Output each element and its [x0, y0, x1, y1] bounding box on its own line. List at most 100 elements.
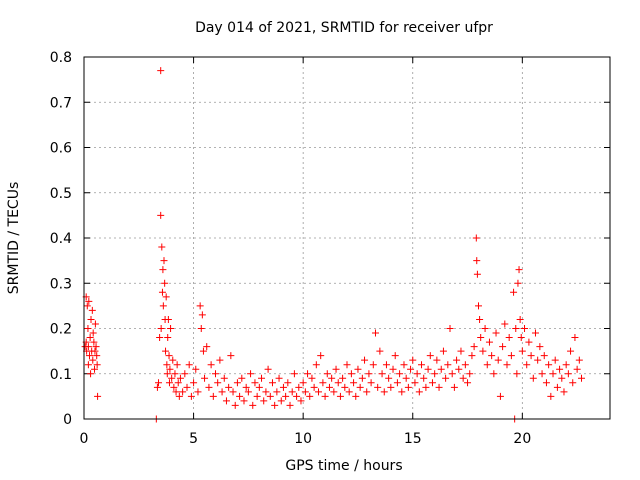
- data-point: [220, 374, 228, 382]
- data-point: [387, 383, 395, 391]
- data-point: [404, 383, 412, 391]
- data-point: [251, 379, 259, 387]
- data-point: [83, 302, 91, 310]
- data-point: [564, 370, 572, 378]
- data-point: [510, 288, 518, 296]
- data-point: [233, 379, 241, 387]
- data-point: [424, 365, 432, 373]
- plot-frame: [83, 56, 611, 420]
- data-point: [521, 325, 529, 332]
- y-axis-label: SRMTID / TECUs: [6, 182, 22, 295]
- data-point: [214, 379, 222, 387]
- data-point: [363, 388, 371, 396]
- data-point: [164, 334, 172, 342]
- data-point: [503, 361, 511, 369]
- data-point: [400, 361, 408, 369]
- data-point: [367, 379, 375, 387]
- data-point: [473, 270, 481, 278]
- data-point: [345, 388, 353, 396]
- data-point: [85, 297, 93, 305]
- data-point: [485, 338, 493, 346]
- data-point: [194, 388, 202, 396]
- data-point: [499, 343, 507, 351]
- data-point: [273, 388, 281, 396]
- data-point: [457, 347, 465, 355]
- data-point: [468, 352, 476, 360]
- data-point: [236, 392, 244, 400]
- data-point: [319, 379, 327, 387]
- data-point: [306, 392, 314, 400]
- data-point: [439, 347, 447, 355]
- data-point: [190, 379, 198, 387]
- data-point: [158, 243, 166, 251]
- data-point: [571, 334, 579, 342]
- data-point: [374, 383, 382, 391]
- data-point: [299, 379, 307, 387]
- data-point: [501, 320, 509, 328]
- data-point: [464, 379, 472, 387]
- data-point: [382, 361, 390, 369]
- data-point: [466, 370, 474, 378]
- data-point: [473, 257, 481, 265]
- data-point: [560, 388, 568, 396]
- data-point: [260, 397, 268, 405]
- data-point: [157, 325, 165, 332]
- data-point: [87, 370, 95, 378]
- data-point: [523, 361, 531, 369]
- data-point: [253, 392, 261, 400]
- y-tick-label: 0.6: [50, 141, 72, 157]
- data-point: [354, 365, 362, 373]
- data-point: [323, 370, 331, 378]
- data-point: [415, 388, 423, 396]
- data-point: [507, 352, 515, 360]
- data-point: [488, 352, 496, 360]
- x-tick-label: 10: [294, 431, 312, 447]
- y-tick-label: 0.8: [50, 50, 72, 66]
- data-point: [172, 388, 180, 396]
- data-point: [442, 374, 450, 382]
- data-point: [187, 392, 195, 400]
- data-point: [567, 347, 575, 355]
- data-point: [295, 383, 303, 391]
- data-point: [517, 334, 525, 342]
- data-point: [358, 374, 366, 382]
- data-point: [179, 388, 187, 396]
- data-point: [84, 343, 92, 351]
- data-point: [209, 392, 217, 400]
- data-point: [91, 347, 99, 355]
- data-point: [264, 365, 272, 373]
- data-point: [225, 383, 233, 391]
- x-tick-label: 0: [80, 431, 89, 447]
- data-point: [426, 352, 434, 360]
- data-point: [418, 361, 426, 369]
- data-point: [196, 302, 204, 310]
- data-point: [578, 374, 586, 382]
- data-point: [481, 325, 489, 332]
- data-point: [413, 370, 421, 378]
- data-point: [505, 334, 513, 342]
- data-point: [175, 392, 183, 400]
- data-point: [286, 401, 294, 409]
- data-point: [171, 370, 179, 378]
- data-point: [92, 343, 100, 351]
- data-point: [455, 365, 463, 373]
- data-point: [301, 388, 309, 396]
- data-point: [378, 370, 386, 378]
- data-point: [476, 315, 484, 323]
- data-point: [529, 374, 537, 382]
- data-point: [534, 356, 542, 364]
- data-point: [167, 325, 175, 332]
- data-point: [247, 370, 255, 378]
- data-point: [297, 397, 305, 405]
- data-point: [518, 347, 526, 355]
- data-point: [453, 356, 461, 364]
- data-point: [516, 315, 524, 323]
- data-point: [398, 388, 406, 396]
- data-point: [459, 374, 467, 382]
- data-point: [165, 379, 173, 387]
- data-point: [242, 383, 250, 391]
- y-tick-label: 0: [63, 412, 72, 428]
- data-point: [512, 325, 520, 332]
- data-point: [271, 401, 279, 409]
- y-tick-label: 0.2: [50, 322, 72, 338]
